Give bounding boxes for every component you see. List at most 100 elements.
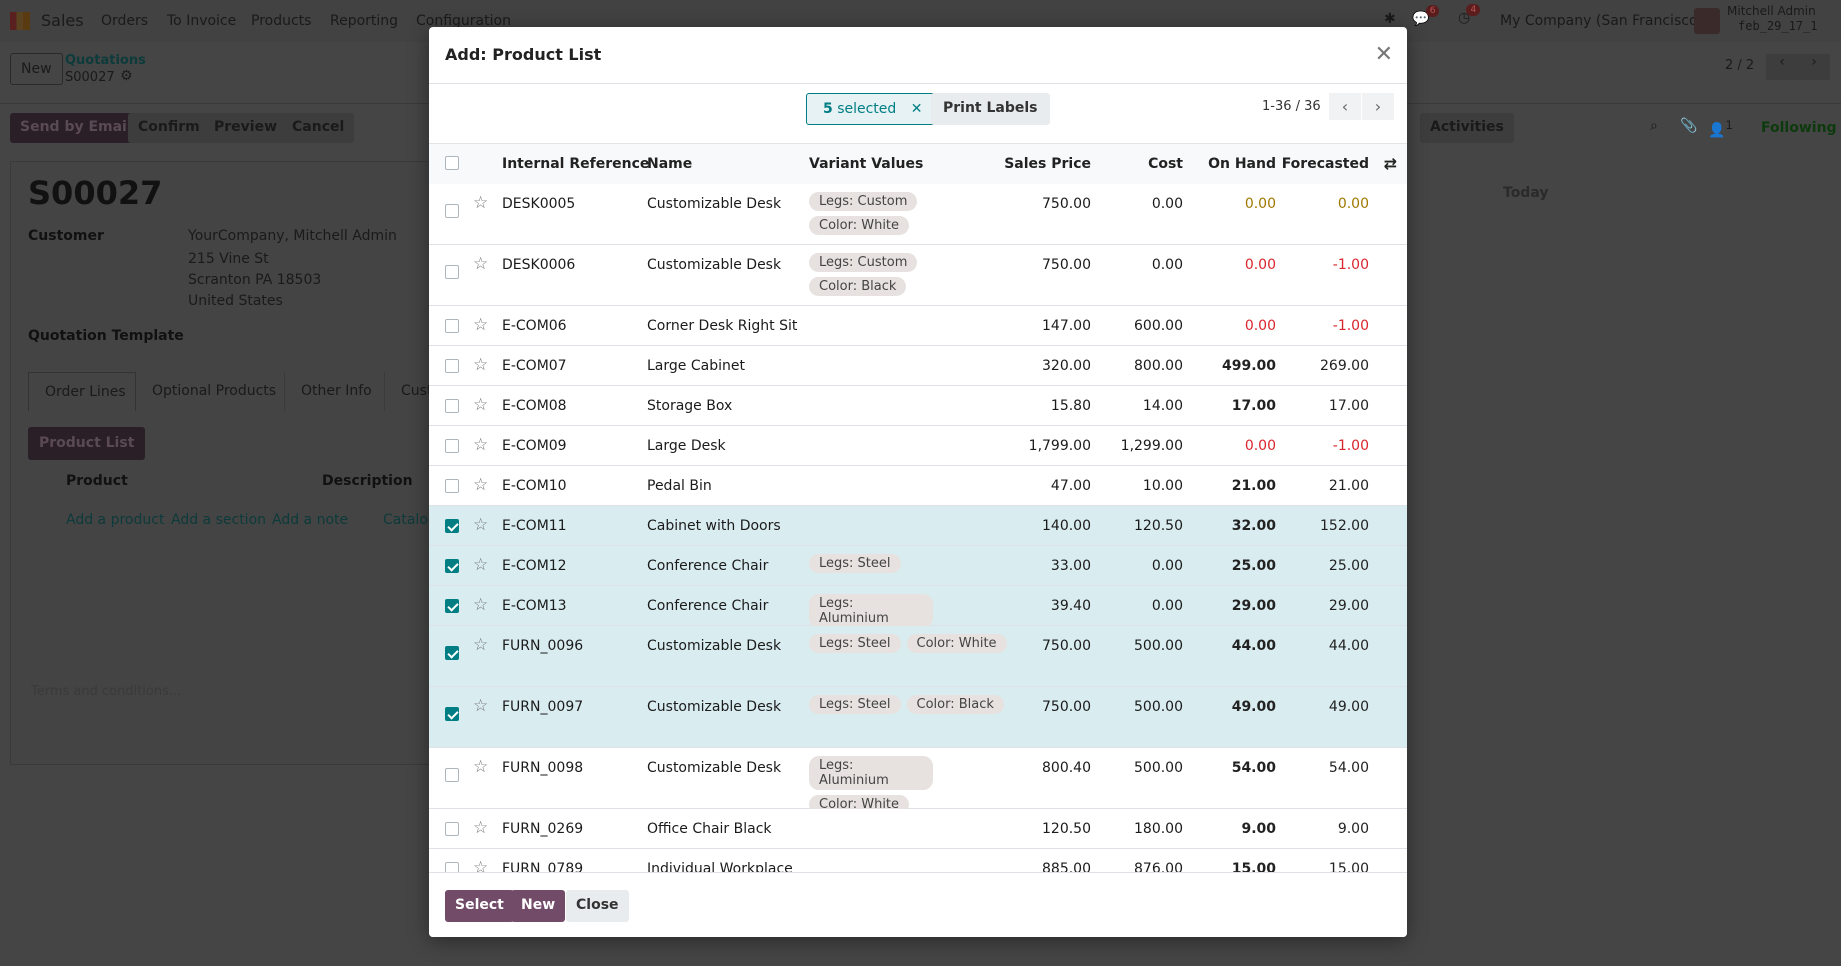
row-checkbox[interactable] (445, 822, 459, 836)
table-row[interactable]: ☆ E-COM13 Conference Chair Legs: Alumini… (429, 586, 1407, 628)
header-on-hand[interactable]: On Hand (1208, 156, 1276, 172)
company-switcher[interactable]: My Company (San Francisco) (1500, 13, 1703, 29)
new-record-button[interactable]: New (10, 53, 63, 85)
tab-other-info[interactable]: Other Info (285, 372, 385, 411)
breadcrumb-quotations[interactable]: Quotations (65, 53, 146, 68)
close-button[interactable]: Close (566, 890, 629, 922)
header-forecasted[interactable]: Forecasted (1281, 156, 1369, 172)
favorite-star-icon[interactable]: ☆ (473, 435, 489, 455)
row-checkbox[interactable] (445, 399, 459, 413)
menu-to-invoice[interactable]: To Invoice (167, 13, 237, 29)
sales-app-icon[interactable] (10, 12, 30, 30)
terms-field[interactable]: Terms and conditions... (31, 684, 182, 699)
favorite-star-icon[interactable]: ☆ (473, 757, 489, 777)
favorite-star-icon[interactable]: ☆ (473, 515, 489, 535)
favorite-star-icon[interactable]: ☆ (473, 595, 489, 615)
favorite-star-icon[interactable]: ☆ (473, 254, 489, 274)
debug-bug-icon[interactable]: ✱ (1384, 11, 1396, 27)
table-row[interactable]: ☆ DESK0006 Customizable Desk Legs: Custo… (429, 245, 1407, 306)
catalog-link[interactable]: Catalog (383, 512, 437, 528)
confirm-button[interactable]: Confirm (128, 113, 210, 143)
favorite-star-icon[interactable]: ☆ (473, 475, 489, 495)
print-labels-button[interactable]: Print Labels (931, 93, 1050, 125)
menu-configuration[interactable]: Configuration (416, 13, 511, 29)
following-button[interactable]: Following (1761, 120, 1837, 136)
gear-icon[interactable]: ⚙ (120, 68, 133, 84)
row-checkbox[interactable] (445, 479, 459, 493)
table-row[interactable]: ☆ FURN_0789 Individual Workplace 885.00 … (429, 849, 1407, 873)
row-checkbox[interactable] (445, 519, 459, 533)
select-button[interactable]: Select (445, 890, 514, 922)
header-variant-values[interactable]: Variant Values (809, 156, 924, 172)
favorite-star-icon[interactable]: ☆ (473, 395, 489, 415)
pager-next-icon[interactable]: › (1362, 93, 1394, 120)
add-section-link[interactable]: Add a section (171, 512, 267, 528)
activity-clock-icon[interactable]: ◷ 4 (1458, 4, 1481, 26)
row-checkbox[interactable] (445, 265, 459, 279)
favorite-star-icon[interactable]: ☆ (473, 355, 489, 375)
customer-address-line[interactable]: YourCompany, Mitchell Admin (188, 228, 397, 244)
activities-button[interactable]: Activities (1420, 113, 1514, 143)
pager-prev-icon[interactable]: ‹ (1766, 54, 1798, 80)
table-row[interactable]: ☆ FURN_0097 Customizable Desk Legs: Stee… (429, 687, 1407, 748)
favorite-star-icon[interactable]: ☆ (473, 193, 489, 213)
send-by-email-button[interactable]: Send by Email (10, 113, 142, 143)
favorite-star-icon[interactable]: ☆ (473, 858, 489, 873)
avatar[interactable] (1694, 8, 1720, 34)
table-row[interactable]: ☆ FURN_0098 Customizable Desk Legs: Alum… (429, 748, 1407, 814)
favorite-star-icon[interactable]: ☆ (473, 555, 489, 575)
paperclip-icon[interactable]: 📎 (1680, 118, 1698, 134)
row-checkbox[interactable] (445, 204, 459, 218)
preview-button[interactable]: Preview (204, 113, 288, 143)
menu-products[interactable]: Products (251, 13, 312, 29)
tab-optional-products[interactable]: Optional Products (136, 372, 285, 411)
table-row[interactable]: ☆ E-COM11 Cabinet with Doors 140.00 120.… (429, 506, 1407, 546)
tab-customer-signature[interactable]: Cust (401, 383, 433, 399)
menu-orders[interactable]: Orders (101, 13, 149, 29)
followers-icon[interactable]: 👤1 (1708, 118, 1733, 139)
table-row[interactable]: ☆ E-COM07 Large Cabinet 320.00 800.00 49… (429, 346, 1407, 386)
table-row[interactable]: ☆ DESK0005 Customizable Desk Legs: Custo… (429, 184, 1407, 245)
table-row[interactable]: ☆ E-COM08 Storage Box 15.80 14.00 17.00 … (429, 386, 1407, 426)
header-internal-reference[interactable]: Internal Reference (502, 156, 650, 172)
header-cost[interactable]: Cost (1148, 156, 1183, 172)
cancel-button[interactable]: Cancel (282, 113, 355, 143)
row-checkbox[interactable] (445, 646, 459, 660)
menu-reporting[interactable]: Reporting (330, 13, 399, 29)
table-row[interactable]: ☆ E-COM09 Large Desk 1,799.00 1,299.00 0… (429, 426, 1407, 466)
row-checkbox[interactable] (445, 599, 459, 613)
row-checkbox[interactable] (445, 359, 459, 373)
table-row[interactable]: ☆ E-COM10 Pedal Bin 47.00 10.00 21.00 21… (429, 466, 1407, 506)
row-checkbox[interactable] (445, 862, 459, 873)
table-row[interactable]: ☆ E-COM06 Corner Desk Right Sit 147.00 6… (429, 306, 1407, 346)
favorite-star-icon[interactable]: ☆ (473, 818, 489, 838)
search-icon[interactable]: ⌕ (1650, 118, 1658, 134)
row-checkbox[interactable] (445, 439, 459, 453)
optional-columns-toggle-icon[interactable]: ⇄ (1383, 154, 1397, 173)
row-checkbox[interactable] (445, 768, 459, 782)
favorite-star-icon[interactable]: ☆ (473, 696, 489, 716)
app-name[interactable]: Sales (41, 11, 84, 30)
close-icon[interactable]: ✕ (1374, 42, 1393, 67)
product-list-button[interactable]: Product List (28, 427, 146, 460)
table-row[interactable]: ☆ FURN_0269 Office Chair Black 120.50 18… (429, 809, 1407, 849)
pager-prev-icon[interactable]: ‹ (1329, 93, 1361, 120)
user-name[interactable]: Mitchell Admin (1727, 4, 1816, 18)
header-name[interactable]: Name (647, 156, 693, 172)
favorite-star-icon[interactable]: ☆ (473, 635, 489, 655)
clear-selection-icon[interactable]: ✕ (910, 101, 923, 117)
table-row[interactable]: ☆ FURN_0096 Customizable Desk Legs: Stee… (429, 626, 1407, 687)
pager-next-icon[interactable]: › (1798, 54, 1830, 80)
row-checkbox[interactable] (445, 707, 459, 721)
tab-order-lines[interactable]: Order Lines (28, 372, 136, 411)
new-button[interactable]: New (511, 890, 566, 922)
add-product-link[interactable]: Add a product (66, 512, 165, 528)
dialog-pager[interactable]: 1-36 / 36 (1262, 99, 1321, 114)
table-row[interactable]: ☆ E-COM12 Conference Chair Legs: Steel 3… (429, 546, 1407, 586)
row-checkbox[interactable] (445, 559, 459, 573)
chat-icon[interactable]: 💬 6 (1412, 5, 1440, 27)
row-checkbox[interactable] (445, 319, 459, 333)
select-all-checkbox[interactable] (445, 156, 459, 170)
favorite-star-icon[interactable]: ☆ (473, 315, 489, 335)
header-sales-price[interactable]: Sales Price (1004, 156, 1091, 172)
